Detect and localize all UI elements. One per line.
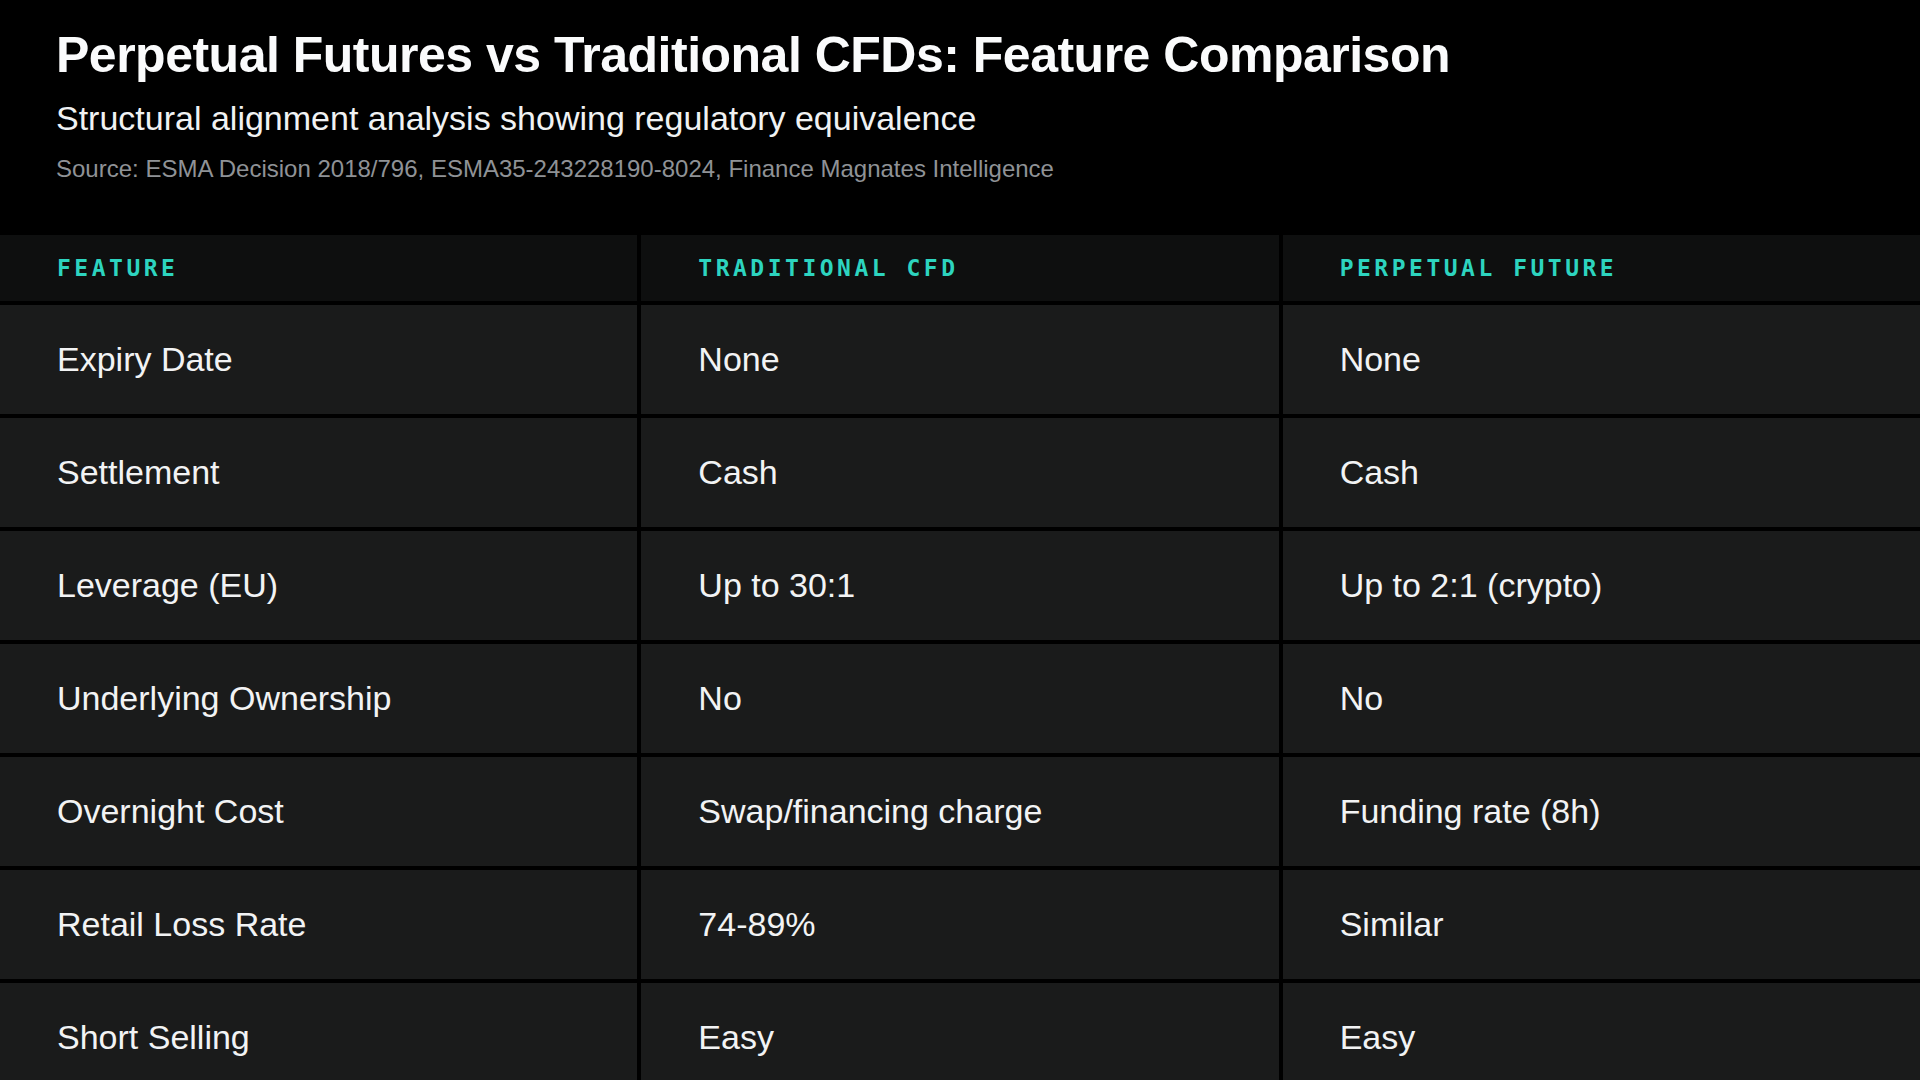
feature-cell: Overnight Cost	[0, 757, 637, 866]
feature-cell: Underlying Ownership	[0, 644, 637, 753]
column-header-feature: FEATURE	[0, 235, 637, 301]
perp-value-cell: No	[1283, 644, 1920, 753]
cfd-value-cell: Cash	[641, 418, 1278, 527]
page-subtitle: Structural alignment analysis showing re…	[56, 97, 1864, 140]
perp-value-cell: Easy	[1283, 983, 1920, 1080]
perp-value-cell: None	[1283, 305, 1920, 414]
cfd-value-cell: No	[641, 644, 1278, 753]
cfd-value-cell: Up to 30:1	[641, 531, 1278, 640]
masthead: Perpetual Futures vs Traditional CFDs: F…	[0, 0, 1920, 184]
cfd-value-cell: 74-89%	[641, 870, 1278, 979]
perp-value-cell: Funding rate (8h)	[1283, 757, 1920, 866]
feature-cell: Expiry Date	[0, 305, 637, 414]
feature-cell: Retail Loss Rate	[0, 870, 637, 979]
cfd-value-cell: Easy	[641, 983, 1278, 1080]
perp-value-cell: Cash	[1283, 418, 1920, 527]
cfd-value-cell: Swap/financing charge	[641, 757, 1278, 866]
page-title: Perpetual Futures vs Traditional CFDs: F…	[56, 26, 1864, 85]
perp-value-cell: Up to 2:1 (crypto)	[1283, 531, 1920, 640]
column-header-perpetual-future: PERPETUAL FUTURE	[1283, 235, 1920, 301]
perp-value-cell: Similar	[1283, 870, 1920, 979]
column-header-traditional-cfd: TRADITIONAL CFD	[641, 235, 1278, 301]
comparison-table: FEATURE TRADITIONAL CFD PERPETUAL FUTURE…	[0, 235, 1920, 1080]
feature-cell: Leverage (EU)	[0, 531, 637, 640]
page: Perpetual Futures vs Traditional CFDs: F…	[0, 0, 1920, 1080]
cfd-value-cell: None	[641, 305, 1278, 414]
feature-cell: Settlement	[0, 418, 637, 527]
feature-cell: Short Selling	[0, 983, 637, 1080]
source-attribution: Source: ESMA Decision 2018/796, ESMA35-2…	[56, 154, 1864, 184]
